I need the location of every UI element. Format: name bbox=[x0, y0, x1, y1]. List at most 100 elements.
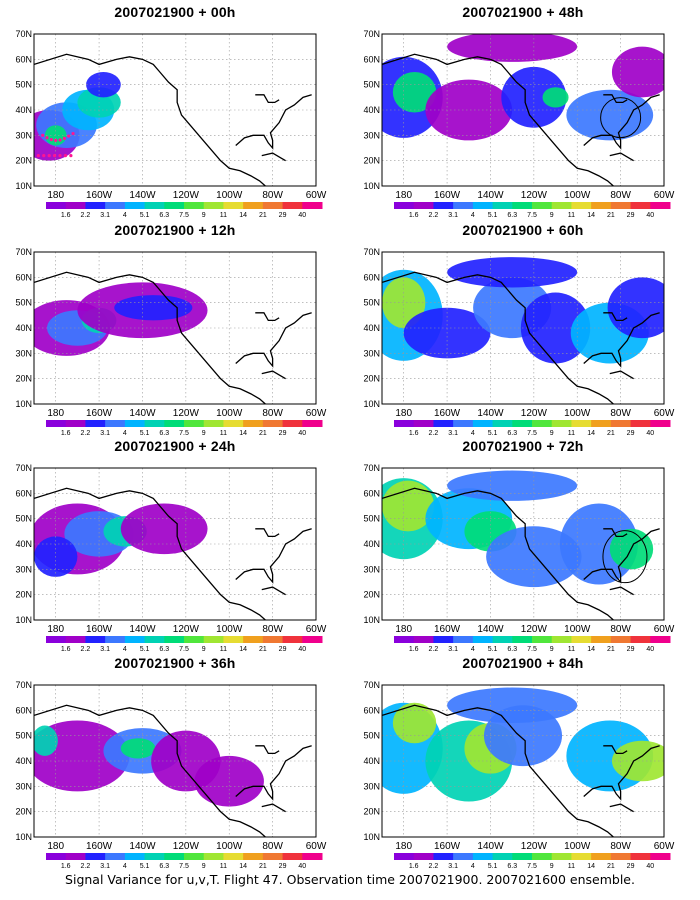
colorbar-label: 7.5 bbox=[527, 212, 537, 219]
lat-tick-label: 10N bbox=[15, 399, 32, 409]
colorbar-label: 7.5 bbox=[179, 212, 189, 219]
graticule bbox=[382, 685, 664, 837]
colorbar-label: 2.2 bbox=[429, 212, 439, 219]
colorbar-swatch bbox=[394, 853, 415, 860]
colorbar-swatch bbox=[591, 853, 612, 860]
lat-tick-label: 70N bbox=[15, 247, 32, 257]
colorbar-label: 2.2 bbox=[81, 212, 91, 219]
variance-field bbox=[34, 503, 208, 577]
coastline bbox=[382, 53, 660, 186]
lon-tick-label: 100W bbox=[564, 624, 591, 635]
colorbar-swatch bbox=[164, 636, 185, 643]
coastline bbox=[382, 487, 660, 620]
coastline-segment bbox=[255, 528, 280, 538]
colorbar-label: 5.1 bbox=[140, 430, 150, 437]
colorbar-swatch bbox=[472, 636, 494, 643]
colorbar-label: 7.5 bbox=[527, 646, 537, 653]
variance-contour bbox=[542, 87, 569, 108]
observation-marker bbox=[54, 138, 58, 142]
colorbar-swatch bbox=[610, 853, 632, 860]
lon-tick-label: 80W bbox=[262, 841, 283, 852]
lon-tick-label: 80W bbox=[610, 408, 631, 419]
colorbar-swatch bbox=[551, 853, 572, 860]
lon-tick-label: 120W bbox=[173, 408, 200, 419]
colorbar-label: 6.3 bbox=[507, 212, 517, 219]
colorbar-label: 11 bbox=[220, 430, 227, 437]
lat-tick-label: 50N bbox=[363, 731, 380, 741]
observation-marker bbox=[53, 154, 57, 158]
colorbar-swatch bbox=[243, 420, 264, 427]
colorbar-swatch bbox=[243, 853, 264, 860]
coastline-segment bbox=[235, 94, 312, 150]
coastline-segment bbox=[235, 745, 312, 801]
lon-tick-label: 80W bbox=[610, 624, 631, 635]
lat-tick-label: 60N bbox=[363, 54, 380, 64]
colorbar-label: 3.1 bbox=[100, 430, 110, 437]
panel-title: 2007021900 + 60h bbox=[462, 222, 584, 238]
colorbar-label: 4 bbox=[123, 430, 127, 437]
colorbar-swatch bbox=[203, 853, 224, 860]
coastline-segment bbox=[603, 94, 628, 104]
colorbar-swatch bbox=[105, 853, 126, 860]
graticule bbox=[34, 252, 316, 404]
colorbar-swatch bbox=[512, 420, 533, 427]
lon-tick-label: 60W bbox=[306, 408, 327, 419]
colorbar-label: 9 bbox=[550, 212, 554, 219]
colorbar-label: 2.2 bbox=[429, 863, 439, 870]
colorbar-swatch bbox=[164, 202, 185, 209]
colorbar-label: 6.3 bbox=[159, 646, 169, 653]
lon-tick-label: 140W bbox=[129, 624, 156, 635]
colorbar-swatch bbox=[630, 636, 651, 643]
lon-tick-label: 60W bbox=[306, 841, 327, 852]
colorbar-swatch bbox=[85, 853, 106, 860]
panel-title: 2007021900 + 00h bbox=[114, 4, 236, 20]
colorbar-swatch bbox=[512, 853, 533, 860]
colorbar-label: 3.1 bbox=[448, 646, 458, 653]
lon-tick-label: 120W bbox=[173, 624, 200, 635]
coastline-segment bbox=[382, 487, 622, 620]
colorbar-swatch bbox=[105, 420, 126, 427]
lat-tick-label: 50N bbox=[15, 731, 32, 741]
forecast-panel-72h: 2007021900 + 72h 70N 60N 50N 40N 30N 20N 10N 18… bbox=[358, 438, 688, 658]
lon-tick-label: 140W bbox=[477, 841, 504, 852]
coastline-segment bbox=[34, 271, 274, 404]
lat-tick-label: 40N bbox=[15, 323, 32, 333]
colorbar-label: 3.1 bbox=[448, 863, 458, 870]
lat-tick-label: 30N bbox=[15, 781, 32, 791]
lon-tick-label: 160W bbox=[86, 190, 113, 201]
colorbar-swatch bbox=[492, 636, 513, 643]
colorbar-swatch bbox=[630, 853, 651, 860]
lon-tick-label: 80W bbox=[610, 190, 631, 201]
lat-tick-label: 10N bbox=[363, 399, 380, 409]
variance-contour bbox=[520, 292, 591, 364]
coastline-segment bbox=[255, 745, 280, 755]
coastline-segment bbox=[609, 152, 634, 162]
target-circle bbox=[600, 97, 642, 139]
variance-contour bbox=[447, 687, 578, 723]
colorbar-swatch bbox=[46, 420, 67, 427]
colorbar-label: 29 bbox=[279, 863, 287, 870]
colorbar-label: 5.1 bbox=[140, 646, 150, 653]
colorbar-label: 14 bbox=[587, 646, 595, 653]
observation-marker bbox=[47, 154, 51, 158]
colorbar-label: 6.3 bbox=[507, 646, 517, 653]
colorbar-swatch bbox=[394, 420, 415, 427]
lon-tick-label: 160W bbox=[86, 408, 113, 419]
colorbar-label: 9 bbox=[550, 646, 554, 653]
colorbar-swatch bbox=[492, 853, 513, 860]
lon-tick-label: 180 bbox=[395, 624, 412, 635]
observation-marker bbox=[42, 154, 46, 158]
observation-marker bbox=[45, 136, 49, 140]
variance-field bbox=[382, 687, 664, 802]
coastline bbox=[34, 53, 312, 186]
colorbar-swatch bbox=[282, 202, 303, 209]
lat-tick-label: 10N bbox=[15, 832, 32, 842]
lat-tick-label: 30N bbox=[15, 130, 32, 140]
observation-marker bbox=[41, 133, 45, 137]
map-plot: 70N 60N 50N 40N 30N 20N 10N 180 160W 140W 120W 100W… bbox=[363, 463, 674, 653]
colorbar-swatch bbox=[512, 202, 533, 209]
lat-tick-label: 60N bbox=[15, 705, 32, 715]
colorbar-swatch bbox=[243, 636, 264, 643]
colorbar-label: 9 bbox=[202, 863, 206, 870]
colorbar-label: 3.1 bbox=[100, 212, 110, 219]
